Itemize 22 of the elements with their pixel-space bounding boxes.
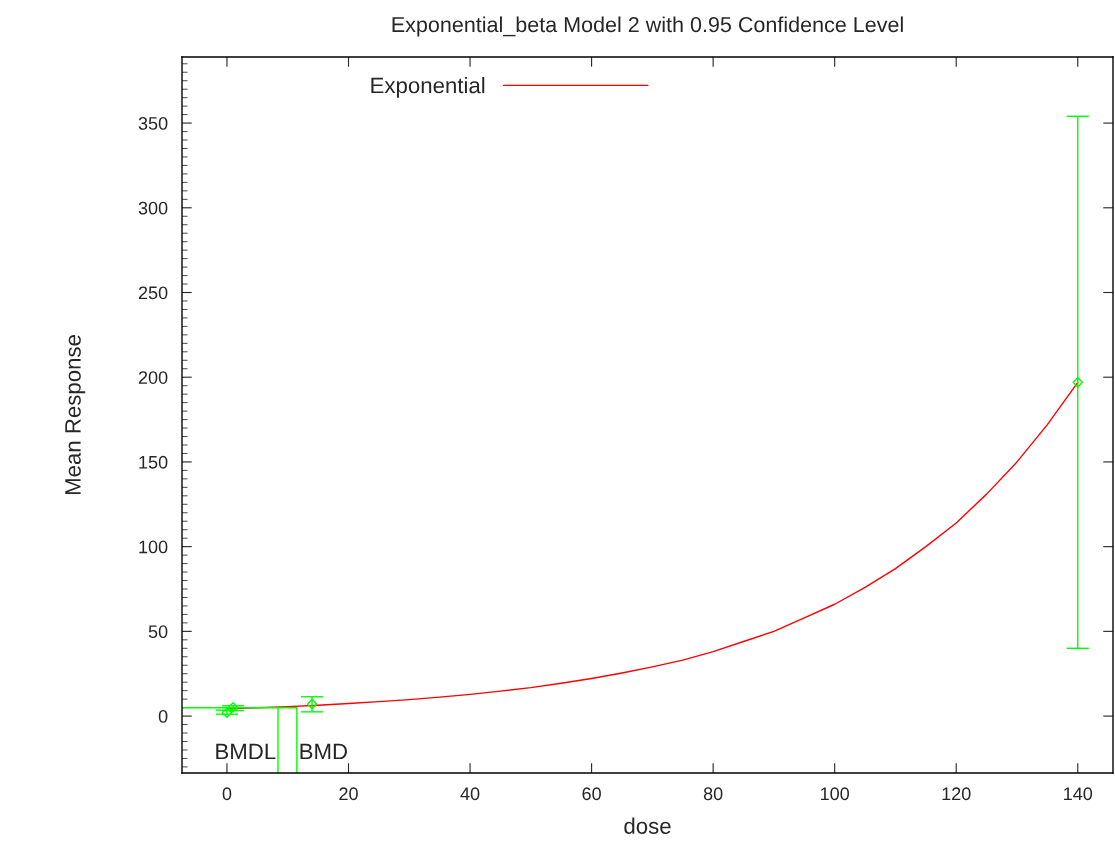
chart-title: Exponential_beta Model 2 with 0.95 Confidence Level [392, 16, 903, 37]
x-tick-label: 80 [703, 787, 723, 801]
y-tick-label: 50 [148, 625, 168, 639]
y-tick-label: 300 [138, 201, 168, 215]
y-tick-label: 250 [138, 286, 168, 300]
x-tick-label: 100 [820, 787, 850, 801]
x-tick-label: 40 [460, 787, 480, 801]
x-tick-label: 140 [1064, 787, 1093, 801]
x-tick-label: 0 [222, 787, 232, 801]
x-tick-label: 120 [942, 787, 971, 801]
x-tick-label: 20 [339, 787, 358, 801]
y-axis-title: Mean Response [65, 335, 86, 495]
annotation: BMD [300, 743, 347, 760]
y-tick-label: 150 [139, 455, 168, 469]
text: Exponential [371, 77, 485, 98]
y-tick-label: 0 [158, 710, 168, 723]
y-tick-label: 100 [139, 540, 168, 554]
x-tick-label: 60 [582, 787, 601, 801]
y-tick-label: 350 [138, 117, 168, 130]
y-tick-label: 200 [138, 371, 168, 384]
x-axis-title: dose [624, 817, 671, 834]
annotation: BMDL [216, 743, 276, 760]
